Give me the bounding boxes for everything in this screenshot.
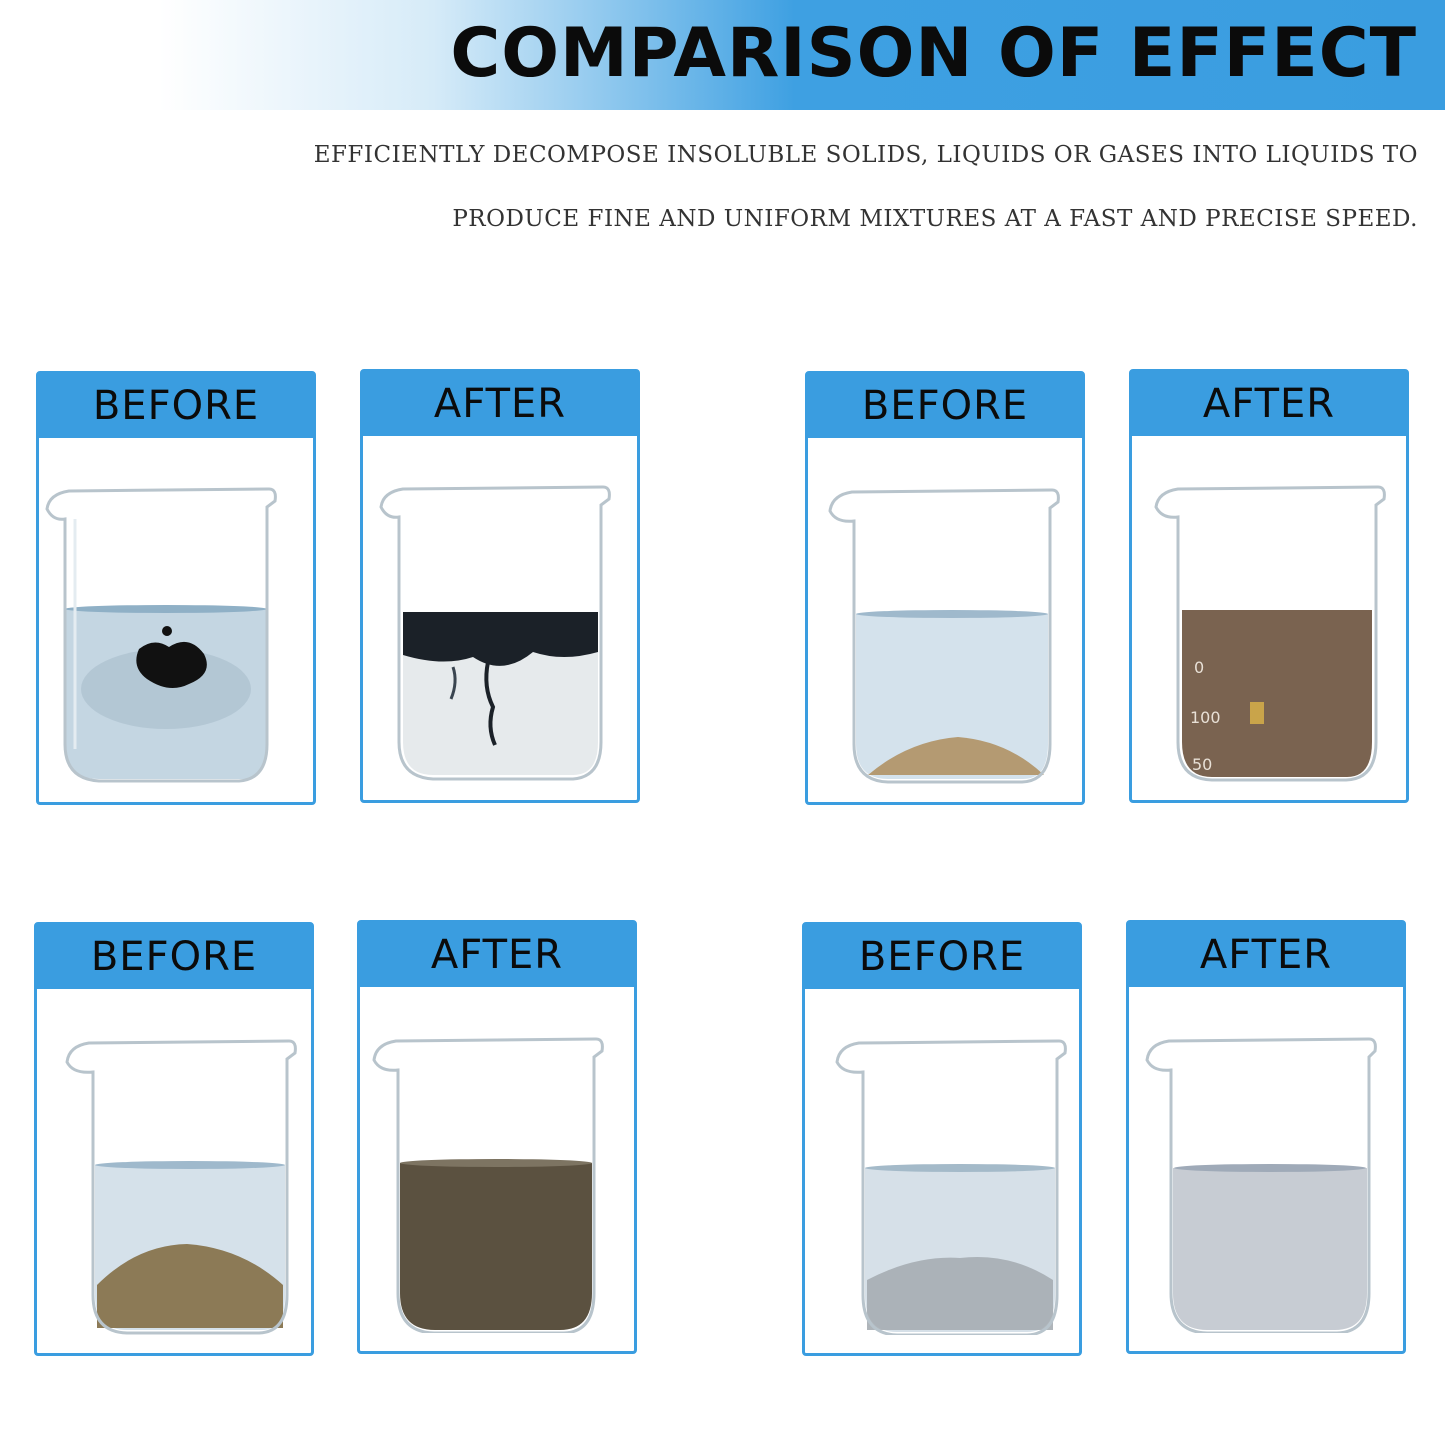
beaker-image-ink-dispersed	[363, 477, 637, 782]
beaker-image-dark-brown-suspension	[360, 1028, 634, 1333]
before-card-2: BEFORE	[805, 371, 1085, 805]
graduation-label-0: 0	[1194, 658, 1204, 677]
after-card-3: AFTER	[357, 920, 637, 1354]
after-label-1: AFTER	[363, 372, 637, 436]
before-card-4: BEFORE	[802, 922, 1082, 1356]
beaker-image-gray-suspension	[1129, 1028, 1403, 1333]
beaker-image-sand-sediment	[808, 479, 1082, 784]
after-card-1: AFTER	[360, 369, 640, 803]
before-card-3: BEFORE	[34, 922, 314, 1356]
beaker-image-brown-suspension: 0 100 50	[1132, 477, 1406, 782]
graduation-label-100: 100	[1190, 708, 1221, 727]
title-banner	[0, 0, 1445, 110]
description-line-2: PRODUCE FINE AND UNIFORM MIXTURES AT A F…	[452, 206, 1418, 232]
beaker-image-soil-sediment	[37, 1030, 311, 1335]
before-label-2: BEFORE	[808, 374, 1082, 438]
after-card-4: AFTER	[1126, 920, 1406, 1354]
after-label-2: AFTER	[1132, 372, 1406, 436]
after-card-2: AFTER 0 100 50	[1129, 369, 1409, 803]
before-label-1: BEFORE	[39, 374, 313, 438]
after-label-3: AFTER	[360, 923, 634, 987]
after-label-4: AFTER	[1129, 923, 1403, 987]
before-card-1: BEFORE	[36, 371, 316, 805]
beaker-image-ink-drop	[39, 479, 313, 784]
description-line-1: EFFICIENTLY DECOMPOSE INSOLUBLE SOLIDS, …	[313, 142, 1418, 168]
page-title: COMPARISON OF EFFECT	[450, 14, 1417, 93]
graduation-label-50: 50	[1192, 755, 1212, 774]
before-label-3: BEFORE	[37, 925, 311, 989]
beaker-image-gray-sediment	[805, 1030, 1079, 1335]
before-label-4: BEFORE	[805, 925, 1079, 989]
